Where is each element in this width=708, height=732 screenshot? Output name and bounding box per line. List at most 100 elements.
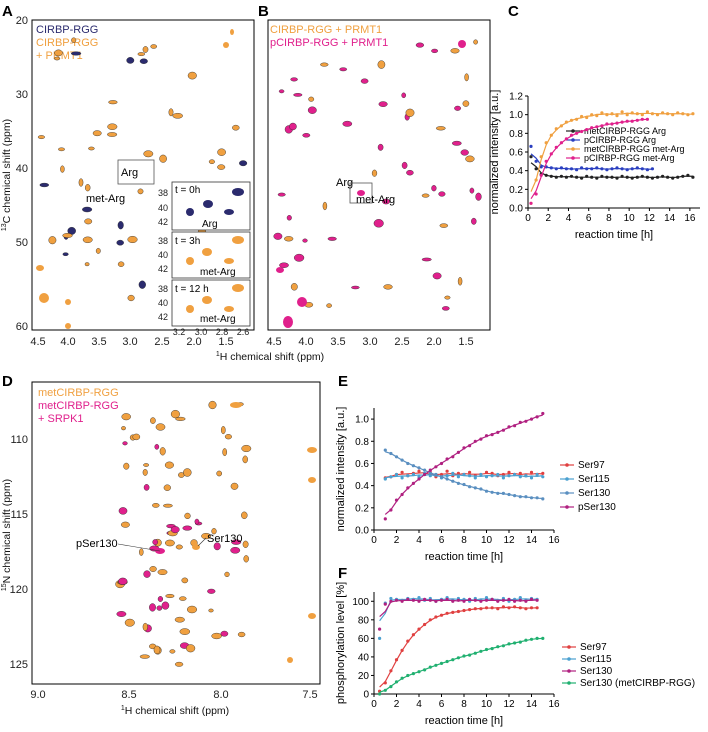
shared-x-label: 1H chemical shift (ppm) (216, 351, 324, 363)
data-point (468, 608, 472, 612)
nmr-peak (143, 463, 150, 467)
x-tick-label: 10 (481, 535, 493, 546)
data-point (417, 627, 421, 631)
x-axis-label: reaction time [h] (425, 715, 503, 727)
data-point (549, 166, 553, 170)
data-point (518, 640, 522, 644)
data-point (513, 599, 517, 603)
panel-a-inset-peak (232, 284, 244, 292)
panel-a-ytick: 30 (16, 89, 28, 101)
panel-d-x-ticks: 9.0 8.5 8.0 7.5 (30, 689, 317, 701)
data-point (423, 622, 427, 627)
nmr-peak (373, 219, 384, 228)
nmr-peak (82, 236, 93, 244)
data-point (383, 602, 387, 606)
data-point (490, 597, 494, 602)
nmr-peak (169, 649, 176, 654)
panel-a-xtick: 4.0 (60, 336, 75, 348)
data-point (541, 475, 545, 479)
data-point (534, 167, 538, 171)
nmr-peak (143, 150, 154, 158)
y-tick-label: 20 (358, 671, 370, 682)
nmr-peak (320, 62, 329, 67)
panel-b-zoom-box (349, 182, 373, 204)
panel-a-y-label-sup: 13 (1, 223, 8, 231)
nmr-peak (230, 547, 241, 554)
nmr-peak (242, 540, 249, 548)
nmr-peak (297, 297, 307, 307)
data-point (406, 486, 410, 490)
panel-a-ytick: 50 (16, 237, 28, 249)
nmr-peak (159, 447, 166, 456)
nmr-peak (70, 51, 82, 56)
panel-e-chart: 0 2 4 6 8 10 12 14 16 0.0 0.2 0.4 0.6 0.8 1.0 reaction … (335, 407, 616, 563)
data-point (686, 173, 690, 177)
data-point (529, 476, 534, 480)
legend-label: Ser97 (578, 460, 605, 471)
data-point (501, 605, 505, 609)
data-point (490, 606, 494, 610)
nmr-peak (95, 247, 101, 254)
nmr-peak (241, 511, 248, 519)
nmr-peak (222, 448, 227, 456)
data-point (394, 680, 399, 684)
panel-a-inset-peak (186, 208, 194, 216)
nmr-peak (155, 423, 166, 431)
nmr-peak (293, 93, 303, 97)
panel-a-inset-ytick: 38 (158, 284, 168, 294)
panel-a-xtick: 2.5 (154, 336, 169, 348)
x-tick-label: 6 (586, 213, 592, 224)
y-tick-label: 0.0 (509, 204, 523, 215)
data-point (468, 653, 472, 657)
x-tick-label: 0 (371, 699, 377, 710)
nmr-peak (84, 184, 91, 192)
data-point (501, 472, 505, 477)
data-point (615, 176, 619, 180)
legend-label: pCIRBP-RGG Arg (584, 135, 656, 145)
nmr-peak (237, 631, 246, 638)
nmr-peak (92, 130, 102, 137)
nmr-peak (290, 283, 298, 291)
legend-label: Ser130 (578, 488, 611, 499)
data-point (479, 649, 483, 653)
panel-a-ytick: 20 (16, 15, 28, 27)
nmr-peak (223, 42, 229, 48)
nmr-peak (39, 182, 49, 188)
data-point (676, 111, 680, 115)
data-point (400, 492, 404, 497)
panel-d-ytick: 115 (10, 509, 28, 521)
panel-d-pser130-label: pSer130 (76, 538, 118, 550)
data-point (428, 468, 432, 472)
data-point (378, 627, 382, 631)
data-point (468, 470, 472, 474)
nmr-peak (357, 190, 365, 196)
panel-a-inset-12h: t = 12 h met-Arg (171, 279, 251, 327)
panel-a-letter: A (2, 3, 13, 20)
data-point (445, 597, 449, 602)
nmr-peak (406, 169, 414, 176)
data-point (575, 117, 579, 121)
nmr-peak (116, 239, 124, 246)
nmr-peak (118, 577, 128, 585)
data-point (539, 155, 543, 159)
panel-d-plot-frame (31, 381, 321, 685)
panel-b-xtick: 3.0 (362, 336, 377, 348)
nmr-peak (149, 603, 156, 612)
nmr-peak (230, 29, 234, 35)
data-point (600, 124, 604, 128)
data-point (496, 491, 500, 495)
data-point (524, 638, 528, 642)
data-point (417, 466, 421, 470)
data-point (554, 145, 558, 149)
data-point (462, 472, 466, 477)
nmr-peak (127, 294, 135, 302)
data-point (681, 174, 685, 178)
legend-label: Ser115 (580, 654, 612, 665)
data-point (473, 476, 477, 480)
data-point (439, 613, 444, 617)
panel-d-xtick: 7.5 (302, 689, 317, 701)
data-point (535, 472, 539, 477)
data-point (383, 688, 387, 692)
panel-d-xtick: 8.0 (213, 689, 228, 701)
data-point (554, 167, 558, 171)
